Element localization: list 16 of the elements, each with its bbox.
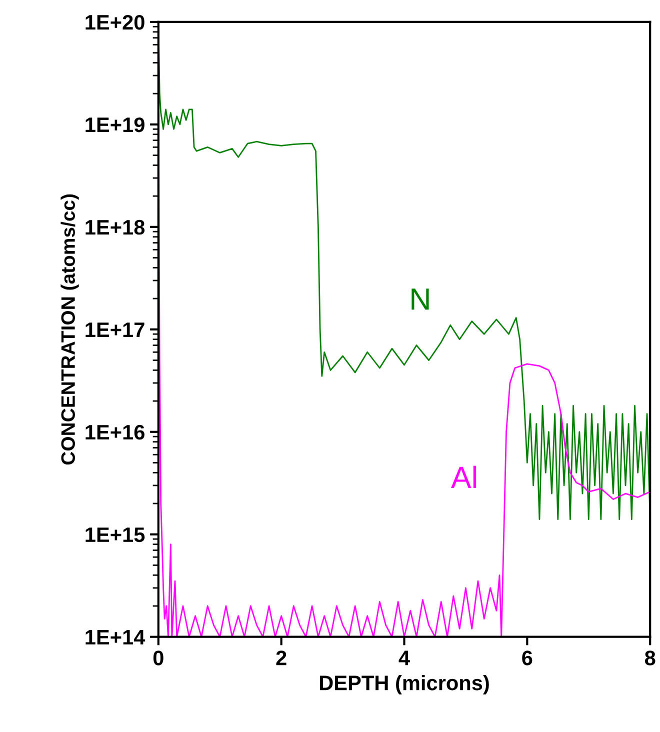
x-tick-label: 8 [644, 650, 656, 666]
x-tick-label: 2 [276, 650, 286, 666]
y-tick-label: 1E+19 [86, 117, 144, 132]
y-tick-label: 1E+17 [86, 322, 144, 337]
x-tick-label: 0 [153, 650, 164, 666]
series-label: N [412, 288, 429, 310]
series-label: Al [451, 466, 476, 488]
y-axis-title: CONCENTRATION (atoms/cc) [60, 194, 79, 465]
y-tick-label: 1E+14 [86, 630, 146, 644]
x-tick-label: 4 [398, 650, 410, 666]
y-tick-label: 1E+16 [86, 424, 144, 440]
y-tick-label: 1E+15 [86, 528, 145, 542]
y-tick-label: 1E+18 [86, 220, 145, 235]
x-tick-label: 6 [522, 650, 532, 666]
y-tick-label: 1E+20 [86, 14, 144, 30]
x-axis-title: DEPTH (microns) [320, 675, 489, 694]
